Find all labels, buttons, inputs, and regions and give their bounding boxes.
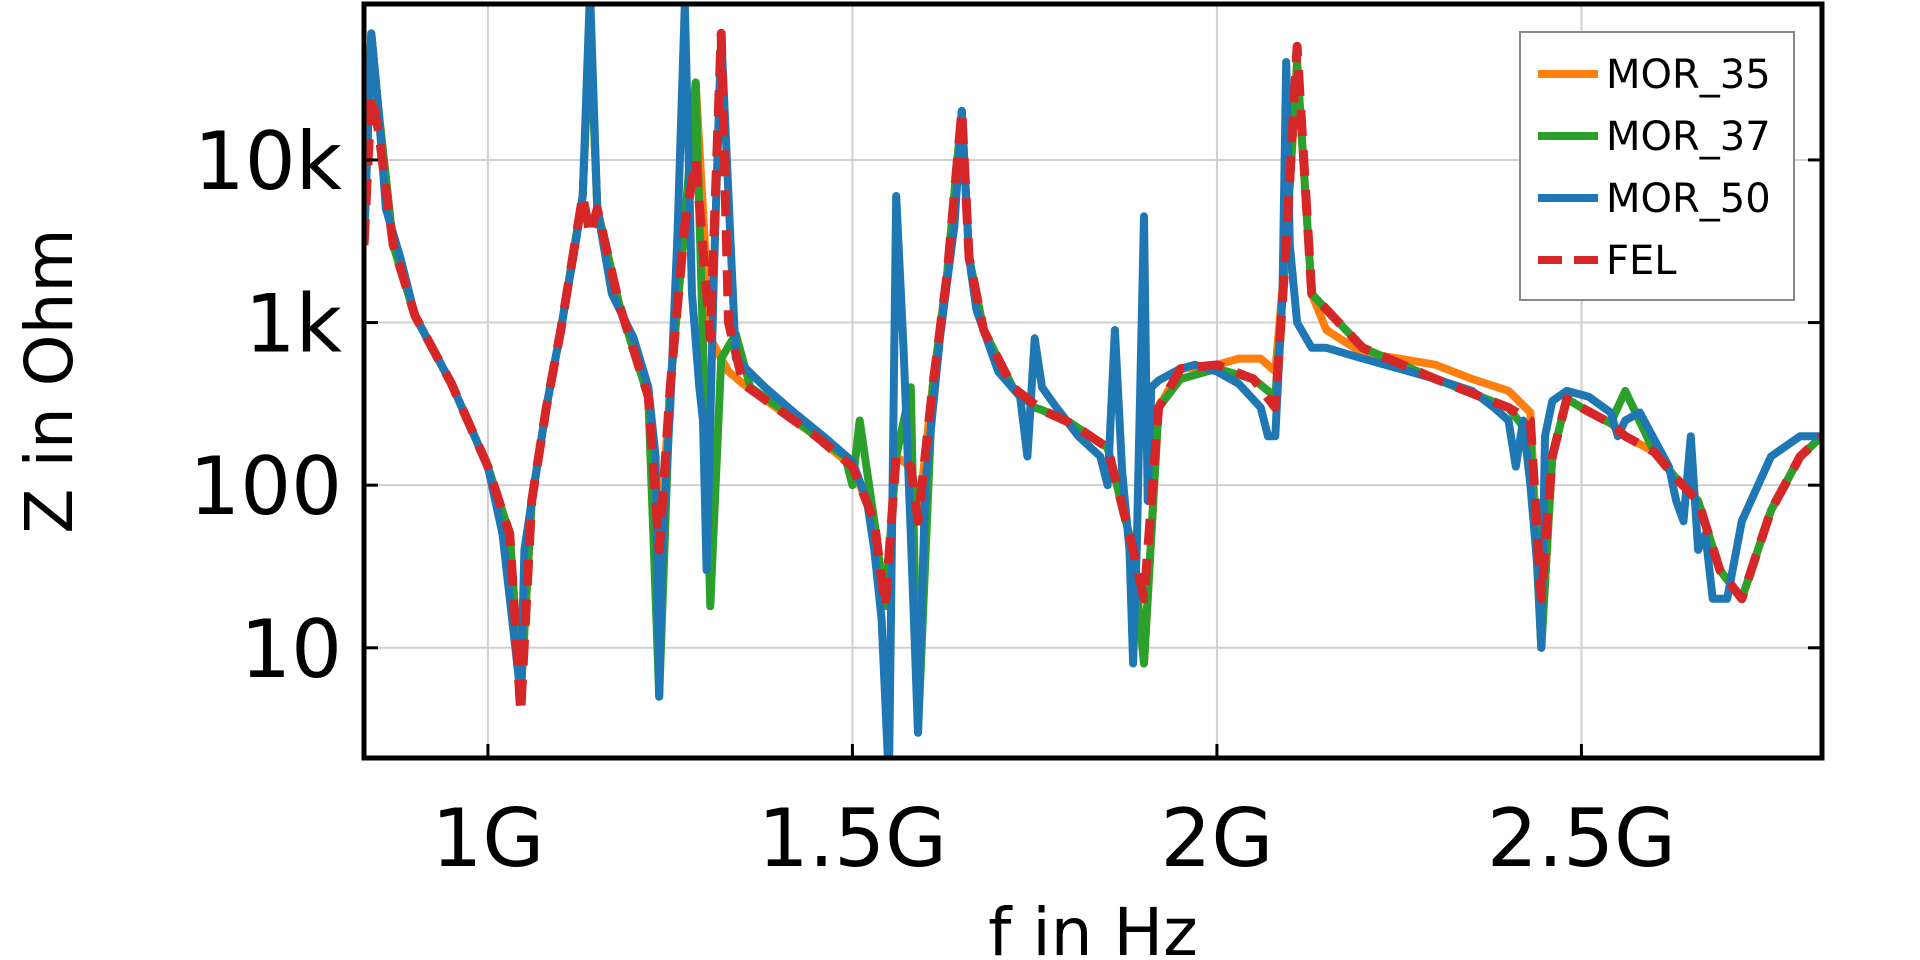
legend-label: MOR_37	[1606, 114, 1771, 160]
series-line-mor-50	[364, 4, 1822, 758]
legend-label: MOR_35	[1606, 52, 1771, 98]
x-tick-label: 2G	[1160, 792, 1273, 885]
x-tick-label: 1.5G	[758, 792, 947, 885]
y-tick-label: 1k	[245, 278, 343, 371]
tick-labels: 1G 1.5G 2G 2.5G 10 100 1k 10k	[189, 115, 1676, 885]
y-tick-label: 10	[240, 603, 342, 696]
x-axis-label: f in Hz	[988, 894, 1198, 960]
y-axis-label: Z in Ohm	[11, 228, 88, 533]
plot-frame	[361, 1, 1825, 761]
legend-label: FEL	[1606, 238, 1677, 284]
legend: MOR_35 MOR_37 MOR_50 FEL	[1519, 31, 1795, 301]
x-tick-label: 2.5G	[1487, 792, 1676, 885]
series-line-fel	[364, 28, 1822, 717]
y-tick-label: 10k	[194, 115, 343, 208]
x-tick-label: 1G	[431, 792, 544, 885]
y-tick-label: 100	[189, 440, 342, 533]
tick-marks	[364, 158, 1822, 758]
legend-label: MOR_50	[1606, 176, 1771, 222]
series-layer	[364, 4, 1822, 758]
